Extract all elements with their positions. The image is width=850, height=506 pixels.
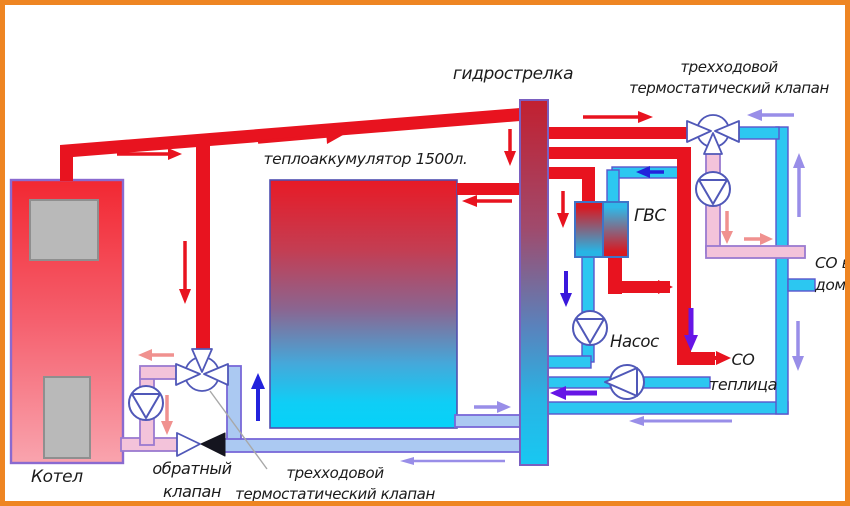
hydro-separator-label: гидрострелка [452,64,574,84]
arrow-right [474,401,511,413]
arrow-left [550,386,597,400]
three-way-valve-bottom-label: трехходовой термостатический клапан [235,464,435,503]
three-way-valve-top-icon [686,114,740,155]
boiler-pump-icon [128,385,164,421]
storage-tank [269,179,458,429]
valve-label-pointer [209,390,268,470]
arrow-left [138,349,174,361]
arrow-right [117,148,182,160]
arrow-right [583,111,653,123]
boiler-label: Котел [31,467,83,487]
house-pump-icon [695,171,731,207]
arrow-up [793,153,805,217]
arrow-left [462,195,512,207]
arrow-left [747,109,794,121]
three-way-valve-bottom-icon [175,348,229,392]
hot-pipes [60,108,715,365]
heating-scheme-canvas [9,99,816,470]
arrow-left [400,457,505,465]
arrow-left [636,166,664,178]
boiler-window-top [29,199,99,261]
arrow-right [257,130,343,144]
dhw-label: ГВС [634,206,666,226]
three-way-valves [175,114,740,392]
arrow-down [684,308,698,351]
arrow-down [721,211,733,244]
arrow-left [629,416,732,426]
dhw-pump-icon [572,310,608,346]
check-valve-icon [176,432,226,457]
boiler-window-bottom [43,376,91,459]
tank-label: теплоаккумулятор 1500л. [263,150,468,168]
arrow-right [704,351,731,365]
arrow-down [792,321,804,371]
violet-flow-arrows [550,308,698,400]
arrow-down [557,191,569,228]
dhw-heat-exchanger [574,201,629,258]
cold-flow-arrows [251,166,664,421]
hydraulic-separator [519,99,549,466]
arrow-down [179,241,191,304]
periwinkle-flow-arrows [400,109,805,465]
check-valve-label: обратный клапан [152,459,232,501]
arrow-down [504,129,516,166]
arrow-right [645,280,673,294]
greenhouse-pump-icon [604,364,645,400]
pump-label: Насос [610,332,659,351]
three-way-valve-top-label: трехходовой термостатический клапан [629,58,829,97]
arrow-down [560,271,572,307]
hot-flow-arrows [117,111,731,365]
greenhouse-label: СО теплица [708,350,778,394]
arrow-down [161,395,173,435]
house-label: СО в дом [815,254,850,294]
arrow-right [744,233,773,245]
warm-flow-arrows [138,211,773,435]
boiler [9,178,125,465]
pumps [128,171,731,421]
arrow-up [251,373,265,421]
